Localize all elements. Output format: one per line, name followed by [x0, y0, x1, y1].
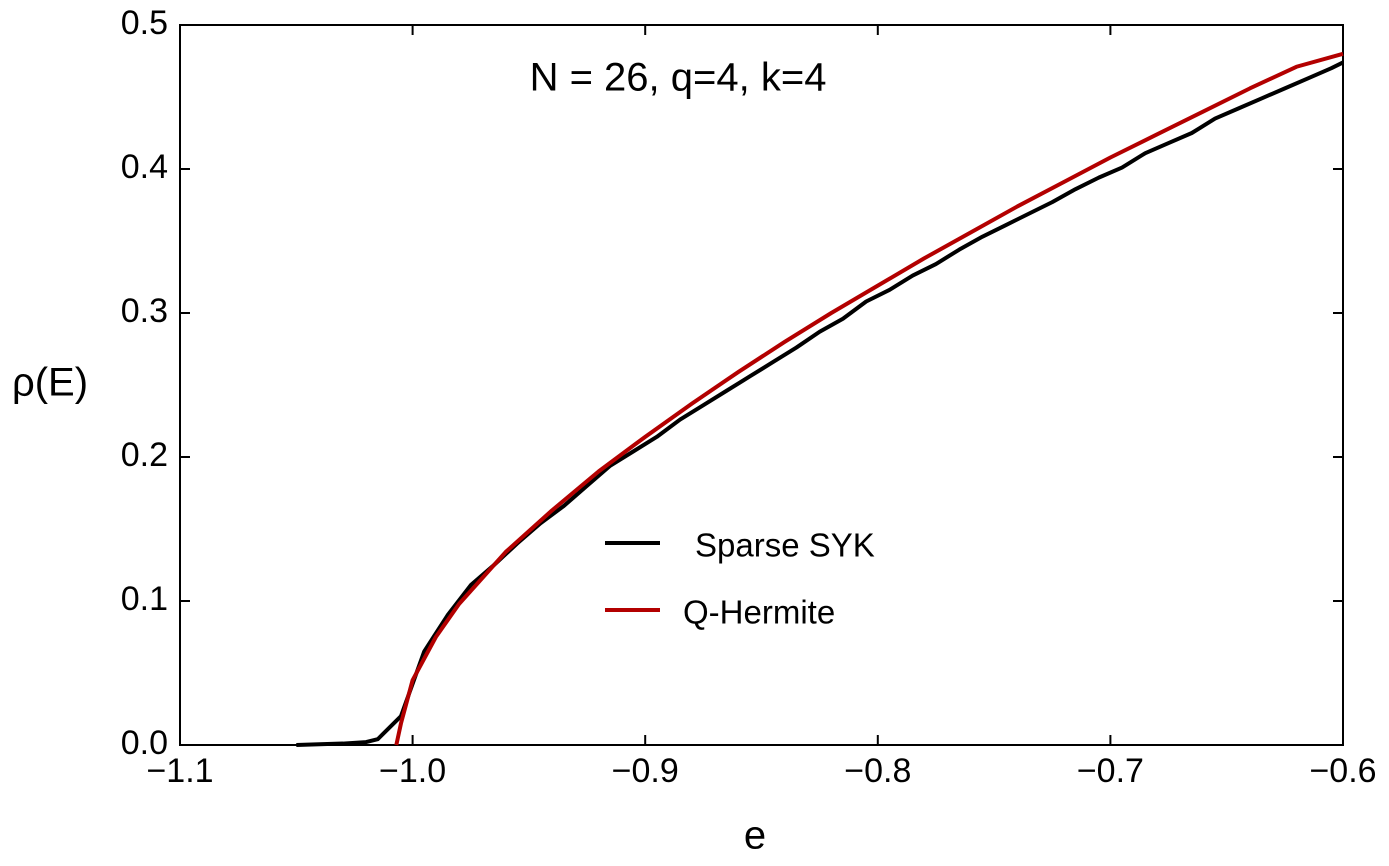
x-tick-label: −1.0: [379, 752, 446, 790]
y-tick-label: 0.0: [121, 724, 168, 762]
y-tick-label: 0.2: [121, 436, 168, 474]
series-line: [394, 51, 1344, 746]
x-tick-label: −0.7: [1077, 752, 1144, 790]
y-tick-label: 0.3: [121, 292, 168, 330]
x-tick-label: −0.8: [844, 752, 911, 790]
legend-label: Sparse SYK: [695, 527, 875, 564]
y-tick-label: 0.5: [121, 4, 168, 42]
series-line: [296, 60, 1344, 747]
x-tick-label: −0.6: [1309, 752, 1376, 790]
y-tick-label: 0.1: [121, 580, 168, 618]
chart-title: N = 26, q=4, k=4: [530, 56, 827, 100]
x-tick-label: −0.9: [612, 752, 679, 790]
plot-frame: [179, 24, 1344, 746]
x-tick-label: −1.1: [146, 752, 213, 790]
y-tick-label: 0.4: [121, 148, 168, 186]
legend-label: Q-Hermite: [683, 594, 835, 631]
x-axis-label: e: [744, 814, 766, 858]
y-axis-label: ρ(E): [12, 361, 88, 405]
